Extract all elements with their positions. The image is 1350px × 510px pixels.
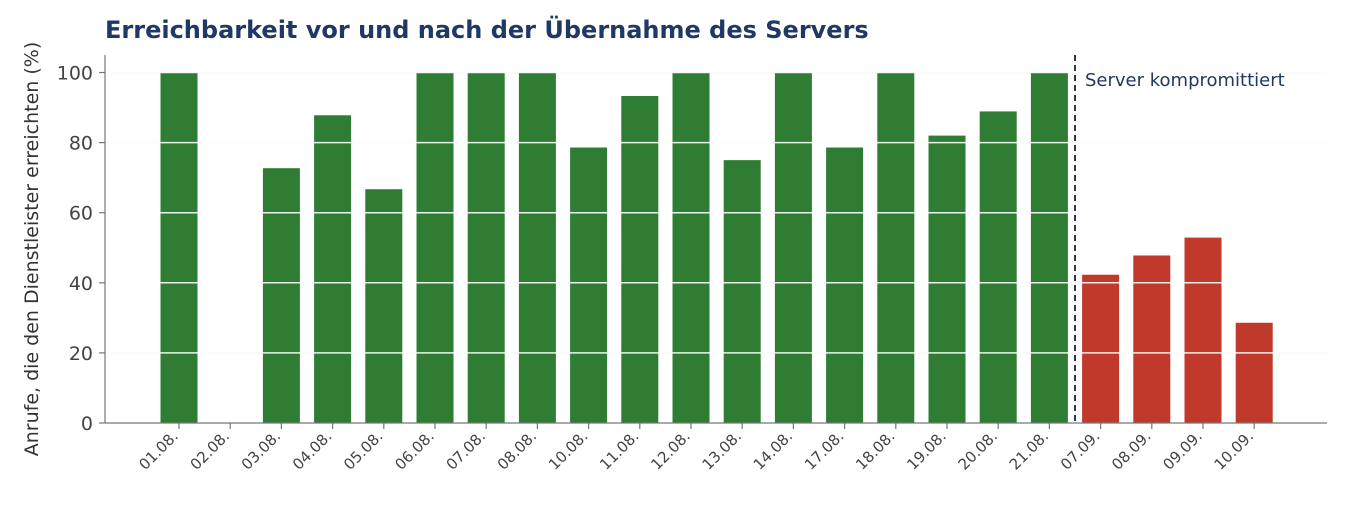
bar: [160, 72, 198, 424]
bar: [672, 72, 710, 424]
x-tick-label: 01.08.: [135, 427, 181, 473]
x-tick-label: 07.09.: [1057, 427, 1103, 473]
y-tick-label: 80: [69, 133, 93, 155]
y-tick-label: 40: [69, 273, 93, 295]
y-axis-title: Anrufe, die den Dienstleister erreichten…: [21, 42, 43, 457]
y-tick-label: 100: [57, 63, 93, 85]
bar: [518, 72, 556, 424]
x-tick-label: 06.08.: [391, 427, 437, 473]
bar: [1133, 255, 1171, 423]
bar: [416, 72, 454, 424]
x-tick-label: 20.08.: [955, 427, 1001, 473]
x-tick-label: 05.08.: [340, 427, 386, 473]
x-tick-label: 21.08.: [1006, 427, 1052, 473]
compromise-annotation: Server kompromittiert: [1085, 70, 1285, 91]
x-tick-label: 19.08.: [903, 427, 949, 473]
bar: [365, 189, 403, 423]
bar: [262, 168, 300, 423]
x-tick-label: 08.08.: [494, 427, 540, 473]
x-tick-label: 04.08.: [289, 427, 335, 473]
x-tick-label: 10.08.: [545, 427, 591, 473]
bar: [570, 147, 608, 424]
bar: [621, 96, 659, 424]
x-tick-label: 18.08.: [852, 427, 898, 473]
bars: [105, 71, 1327, 424]
bar: [826, 147, 864, 424]
bar: [979, 111, 1017, 423]
bar: [1082, 274, 1120, 423]
bar: [774, 72, 812, 424]
x-tick-label: 13.08.: [699, 427, 745, 473]
bar: [928, 135, 966, 423]
x-tick-label: 03.08.: [238, 427, 284, 473]
x-tick-label: 12.08.: [647, 427, 693, 473]
chart-title: Erreichbarkeit vor und nach der Übernahm…: [105, 16, 869, 44]
x-tick-label: 02.08.: [187, 427, 233, 473]
x-tick-label: 11.08.: [596, 427, 642, 473]
axes: [99, 55, 1327, 429]
y-tick-label: 60: [69, 203, 93, 225]
bar: [723, 160, 761, 423]
bar: [1030, 72, 1068, 424]
x-tick-label: 10.09.: [1211, 427, 1257, 473]
x-tick-label: 09.09.: [1159, 427, 1205, 473]
bar: [1235, 322, 1273, 423]
x-tick-label: 08.09.: [1108, 427, 1154, 473]
bar: [314, 115, 352, 423]
y-tick-label: 0: [81, 413, 93, 435]
bar: [467, 72, 505, 424]
y-tick-label: 20: [69, 343, 93, 365]
x-tick-label: 17.08.: [801, 427, 847, 473]
bar: [877, 72, 915, 424]
x-tick-label: 07.08.: [443, 427, 489, 473]
x-tick-label: 14.08.: [750, 427, 796, 473]
bar: [1184, 237, 1222, 423]
